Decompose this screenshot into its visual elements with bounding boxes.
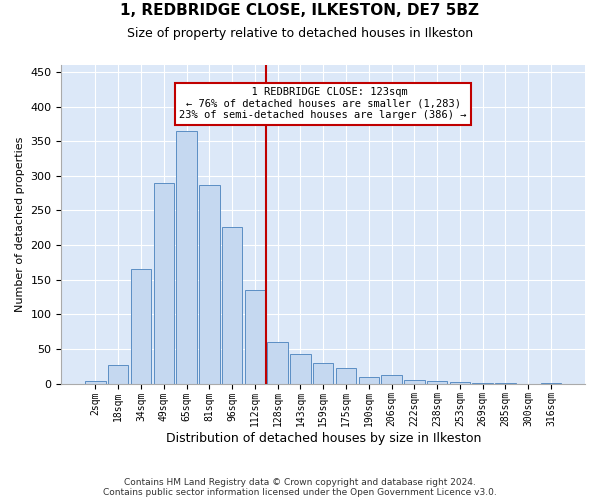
Bar bbox=[222, 227, 242, 384]
Bar bbox=[449, 382, 470, 384]
Bar bbox=[541, 383, 561, 384]
Bar bbox=[495, 383, 515, 384]
X-axis label: Distribution of detached houses by size in Ilkeston: Distribution of detached houses by size … bbox=[166, 432, 481, 445]
Bar bbox=[108, 365, 128, 384]
Bar bbox=[290, 354, 311, 384]
Bar bbox=[359, 376, 379, 384]
Bar bbox=[336, 368, 356, 384]
Text: 1 REDBRIDGE CLOSE: 123sqm
← 76% of detached houses are smaller (1,283)
23% of se: 1 REDBRIDGE CLOSE: 123sqm ← 76% of detac… bbox=[179, 88, 467, 120]
Bar bbox=[313, 363, 334, 384]
Y-axis label: Number of detached properties: Number of detached properties bbox=[15, 136, 25, 312]
Bar bbox=[176, 131, 197, 384]
Bar bbox=[472, 383, 493, 384]
Bar bbox=[154, 182, 174, 384]
Bar bbox=[199, 185, 220, 384]
Text: Contains HM Land Registry data © Crown copyright and database right 2024.
Contai: Contains HM Land Registry data © Crown c… bbox=[103, 478, 497, 497]
Bar bbox=[381, 375, 402, 384]
Bar bbox=[268, 342, 288, 384]
Bar bbox=[85, 382, 106, 384]
Text: Size of property relative to detached houses in Ilkeston: Size of property relative to detached ho… bbox=[127, 28, 473, 40]
Bar bbox=[131, 270, 151, 384]
Text: 1, REDBRIDGE CLOSE, ILKESTON, DE7 5BZ: 1, REDBRIDGE CLOSE, ILKESTON, DE7 5BZ bbox=[121, 3, 479, 18]
Bar bbox=[427, 382, 448, 384]
Bar bbox=[245, 290, 265, 384]
Bar bbox=[404, 380, 425, 384]
